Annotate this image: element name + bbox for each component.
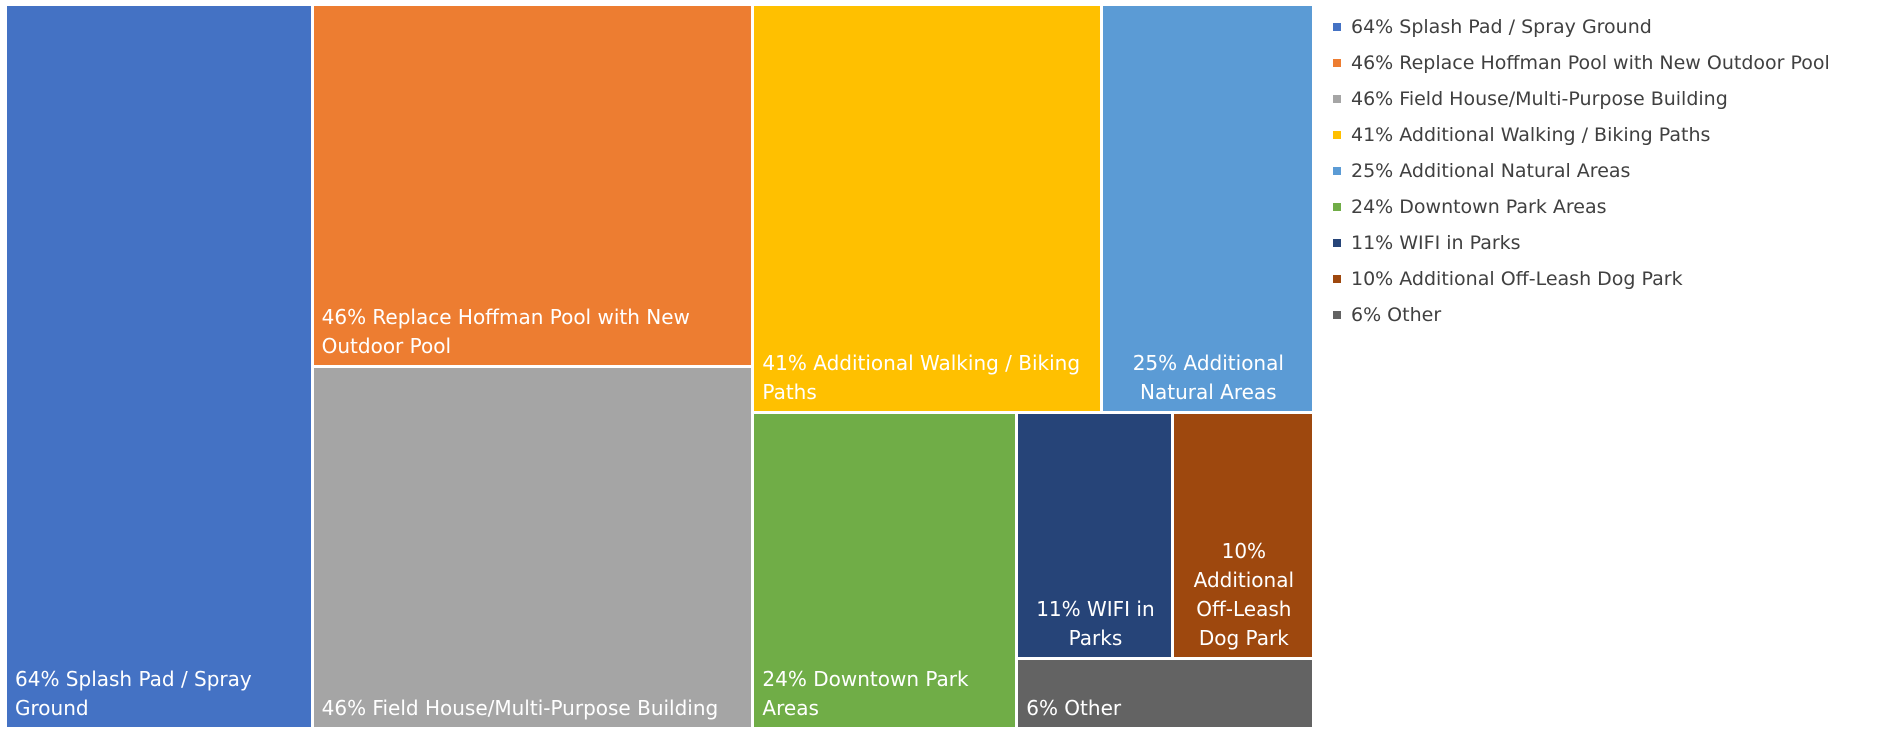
legend-swatch <box>1333 59 1341 67</box>
legend-label: 10% Additional Off-Leash Dog Park <box>1351 268 1683 290</box>
legend-swatch <box>1333 239 1341 247</box>
legend-label: 11% WIFI in Parks <box>1351 232 1521 254</box>
tile-label: 46% Replace Hoffman Pool with New Outdoo… <box>321 305 690 358</box>
legend-swatch <box>1333 167 1341 175</box>
legend-entry: 25% Additional Natural Areas <box>1333 160 1630 182</box>
legend-swatch <box>1333 23 1341 31</box>
legend-label: 64% Splash Pad / Spray Ground <box>1351 16 1652 38</box>
legend-entry: 24% Downtown Park Areas <box>1333 196 1607 218</box>
legend-entry: 41% Additional Walking / Biking Paths <box>1333 124 1710 146</box>
tile-label: 6% Other <box>1026 695 1122 720</box>
treemap-tile: 24% Downtown Park Areas <box>754 414 1016 727</box>
treemap-tile: 46% Field House/Multi-Purpose Building <box>313 368 752 727</box>
legend-label: 25% Additional Natural Areas <box>1351 160 1631 182</box>
legend-label: 24% Downtown Park Areas <box>1351 196 1607 218</box>
treemap-tile: 11% WIFI in Parks <box>1018 414 1171 657</box>
treemap-tile: 64% Splash Pad / Spray Ground <box>7 6 311 727</box>
legend-entry: 64% Splash Pad / Spray Ground <box>1333 16 1652 38</box>
tile-label: 10% Additional Off-Leash Dog Park <box>1193 538 1295 650</box>
tile-label: 41% Additional Walking / Biking Paths <box>762 351 1081 405</box>
legend-entry: 46% Field House/Multi-Purpose Building <box>1333 88 1728 110</box>
legend-label: 46% Replace Hoffman Pool with New Outdoo… <box>1351 52 1830 74</box>
tile-label: 11% WIFI in Parks <box>1036 596 1155 650</box>
legend-label: 46% Field House/Multi-Purpose Building <box>1351 88 1728 110</box>
tile-label: 64% Splash Pad / Spray Ground <box>15 667 252 720</box>
treemap-tile: 10% Additional Off-Leash Dog Park <box>1173 414 1312 657</box>
treemap-tile: 25% Additional Natural Areas <box>1102 6 1312 412</box>
legend-swatch <box>1333 311 1341 319</box>
treemap-tile: 41% Additional Walking / Biking Paths <box>754 6 1100 412</box>
tile-label: 25% Additional Natural Areas <box>1132 351 1284 405</box>
legend-entry: 10% Additional Off-Leash Dog Park <box>1333 268 1683 290</box>
legend-entry: 11% WIFI in Parks <box>1333 232 1521 254</box>
tile-label: 46% Field House/Multi-Purpose Building <box>321 696 719 720</box>
legend-label: 41% Additional Walking / Biking Paths <box>1351 124 1711 146</box>
legend-label: 6% Other <box>1351 304 1442 326</box>
treemap-tile: 46% Replace Hoffman Pool with New Outdoo… <box>313 6 752 365</box>
legend-entry: 6% Other <box>1333 304 1441 326</box>
tile-label: 24% Downtown Park Areas <box>762 666 969 720</box>
legend-swatch <box>1333 131 1341 139</box>
legend-swatch <box>1333 275 1341 283</box>
treemap-tile: 6% Other <box>1018 659 1312 727</box>
legend-swatch <box>1333 203 1341 211</box>
legend-entry: 46% Replace Hoffman Pool with New Outdoo… <box>1333 52 1830 74</box>
legend-swatch <box>1333 95 1341 103</box>
